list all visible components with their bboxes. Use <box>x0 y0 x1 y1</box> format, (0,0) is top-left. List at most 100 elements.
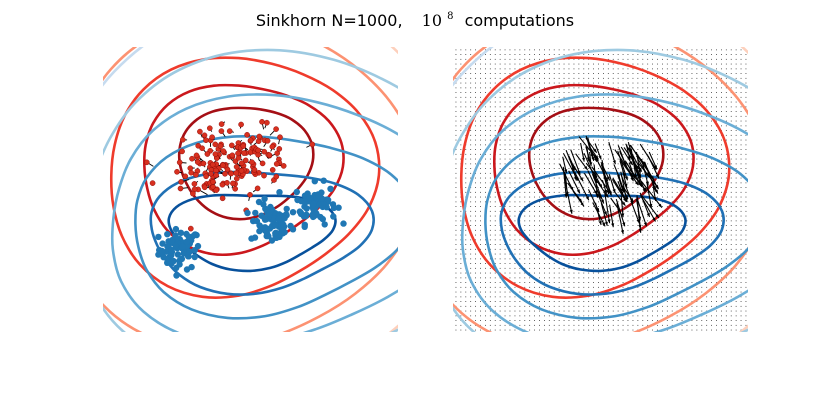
grid-dot <box>666 163 668 165</box>
source-point <box>209 161 216 168</box>
grid-dot <box>588 187 590 188</box>
grid-dot <box>485 68 486 70</box>
grid-dot <box>470 134 472 136</box>
grid-dot <box>740 239 742 241</box>
grid-dot <box>716 225 717 226</box>
source-point <box>256 133 263 140</box>
grid-dot <box>711 267 712 269</box>
grid-dot <box>745 210 747 212</box>
grid-dot <box>465 168 467 169</box>
grid-dot <box>603 54 604 55</box>
grid-dot <box>735 130 737 131</box>
gradient-arrow-head <box>635 181 639 186</box>
grid-dot <box>662 210 663 212</box>
target-point <box>251 234 259 241</box>
grid-dot <box>676 248 678 250</box>
grid-dot <box>573 206 575 207</box>
gradient-arrow <box>642 161 659 190</box>
grid-dot <box>524 191 526 193</box>
grid-dot <box>676 54 678 55</box>
grid-dot <box>671 130 673 131</box>
grid-dot <box>509 244 511 245</box>
grid-dot <box>485 58 486 60</box>
grid-dot <box>612 220 614 222</box>
source-point <box>259 160 266 167</box>
grid-dot <box>475 177 476 179</box>
grid-dot <box>504 144 506 146</box>
grid-dot <box>696 168 698 169</box>
grid-dot <box>686 115 688 117</box>
grid-dot <box>593 187 594 188</box>
grid-dot <box>642 115 644 117</box>
grid-dot <box>509 258 511 260</box>
grid-dot <box>553 92 555 93</box>
grid-dot <box>607 305 609 307</box>
grid-dot <box>494 296 496 298</box>
grid-dot <box>593 206 594 207</box>
grid-dot <box>558 182 560 184</box>
grid-dot <box>534 149 535 150</box>
grid-dot <box>652 111 653 112</box>
grid-dot <box>539 87 540 89</box>
grid-dot <box>681 301 683 302</box>
grid-dot <box>657 263 658 264</box>
grid-dot <box>485 191 486 193</box>
grid-dot <box>544 101 545 103</box>
grid-dot <box>730 120 732 122</box>
grid-dot <box>701 182 703 184</box>
grid-dot <box>455 120 457 122</box>
grid-dot <box>637 296 639 298</box>
grid-dot <box>519 234 521 236</box>
grid-dot <box>475 210 476 212</box>
grid-dot <box>603 101 604 103</box>
grid-dot <box>519 239 521 241</box>
target-point <box>177 229 185 236</box>
grid-dot <box>642 177 644 179</box>
grid-dot <box>558 277 560 279</box>
grid-dot <box>529 258 531 260</box>
gradient-arrow-head <box>654 189 658 194</box>
grid-dot <box>603 286 604 288</box>
grid-dot <box>696 82 698 84</box>
grid-dot <box>652 244 653 245</box>
grid-dot <box>622 206 624 207</box>
source-point <box>228 170 234 177</box>
grid-dot <box>603 68 604 70</box>
grid-dot <box>544 68 545 70</box>
grid-dot <box>745 120 747 122</box>
grid-dot <box>455 286 457 288</box>
grid-dot <box>470 49 472 51</box>
grid-dot <box>470 163 472 165</box>
grid-dot <box>642 206 644 207</box>
grid-dot <box>652 239 653 241</box>
grid-dot <box>548 329 550 331</box>
grid-dot <box>568 130 570 131</box>
grid-dot <box>666 291 668 293</box>
grid-dot <box>494 225 496 226</box>
grid-dot <box>489 149 491 150</box>
grid-dot <box>691 277 693 279</box>
source-point <box>233 175 240 182</box>
grid-dot <box>740 182 742 184</box>
grid-dot <box>465 301 467 302</box>
grid-dot <box>657 168 658 169</box>
grid-dot <box>524 201 526 203</box>
grid-dot <box>740 96 742 98</box>
grid-dot <box>725 253 727 255</box>
grid-dot <box>671 201 673 203</box>
grid-dot <box>489 115 491 117</box>
grid-dot <box>671 125 673 127</box>
grid-dot <box>475 163 476 165</box>
grid-dot <box>563 258 565 260</box>
grid-dot <box>725 120 727 122</box>
grid-dot <box>588 305 590 307</box>
gradient-arrow-head <box>643 222 647 227</box>
grid-dot <box>691 225 693 226</box>
grid-dot <box>642 187 644 188</box>
grid-dot <box>544 134 545 136</box>
grid-dot <box>475 315 476 317</box>
grid-dot <box>617 229 619 231</box>
grid-dot <box>519 54 521 55</box>
grid-dot <box>578 272 580 274</box>
grid-dot <box>696 277 698 279</box>
